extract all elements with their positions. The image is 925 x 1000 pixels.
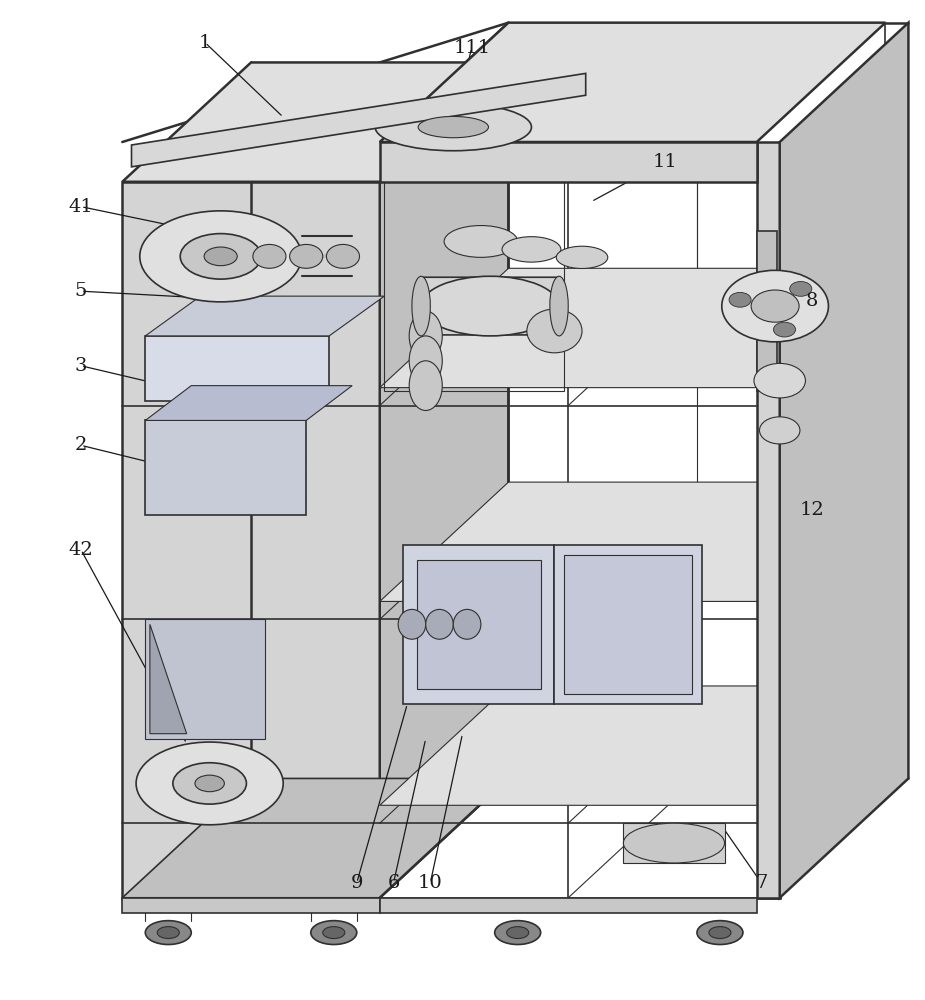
Ellipse shape [311, 921, 357, 945]
Ellipse shape [556, 246, 608, 268]
Ellipse shape [409, 361, 442, 410]
Polygon shape [402, 545, 554, 704]
Polygon shape [380, 62, 509, 898]
Text: 5: 5 [75, 282, 87, 300]
Ellipse shape [507, 927, 529, 939]
Ellipse shape [253, 244, 286, 268]
Text: 8: 8 [806, 292, 818, 310]
Polygon shape [145, 296, 385, 336]
Polygon shape [380, 686, 885, 805]
Ellipse shape [549, 276, 568, 336]
Ellipse shape [709, 927, 731, 939]
Ellipse shape [136, 742, 283, 825]
Polygon shape [131, 73, 586, 167]
Ellipse shape [409, 311, 442, 361]
Ellipse shape [623, 823, 724, 863]
Bar [416, 560, 540, 689]
Ellipse shape [453, 609, 481, 639]
Polygon shape [145, 336, 329, 401]
Polygon shape [150, 624, 187, 734]
Ellipse shape [729, 292, 751, 307]
Ellipse shape [502, 237, 561, 262]
Ellipse shape [204, 247, 237, 266]
Ellipse shape [195, 775, 225, 792]
Ellipse shape [327, 244, 360, 268]
Text: 10: 10 [418, 874, 443, 892]
Polygon shape [380, 482, 885, 601]
Polygon shape [380, 23, 885, 142]
Ellipse shape [140, 211, 302, 302]
Polygon shape [757, 142, 780, 898]
Ellipse shape [323, 927, 345, 939]
Ellipse shape [418, 116, 488, 138]
Ellipse shape [790, 281, 812, 296]
Bar [385, 182, 563, 391]
Ellipse shape [290, 244, 323, 268]
Ellipse shape [773, 322, 796, 337]
Text: 42: 42 [68, 541, 93, 559]
Ellipse shape [409, 336, 442, 386]
Polygon shape [145, 619, 265, 739]
Ellipse shape [444, 226, 518, 257]
Text: 11: 11 [652, 153, 677, 171]
Text: 41: 41 [68, 198, 93, 216]
Bar [563, 555, 692, 694]
Ellipse shape [754, 363, 806, 398]
Ellipse shape [697, 921, 743, 945]
Text: 2: 2 [75, 436, 87, 454]
Ellipse shape [412, 276, 430, 336]
Text: 3: 3 [75, 357, 87, 375]
Text: 6: 6 [388, 874, 400, 892]
Bar [380, 898, 757, 913]
Ellipse shape [157, 927, 179, 939]
Ellipse shape [527, 309, 582, 353]
Polygon shape [122, 62, 509, 182]
Text: 12: 12 [799, 501, 824, 519]
Text: 7: 7 [755, 874, 768, 892]
Bar [122, 898, 380, 913]
Polygon shape [380, 142, 757, 182]
Ellipse shape [180, 234, 261, 279]
Ellipse shape [398, 609, 426, 639]
Polygon shape [380, 268, 885, 388]
Text: 111: 111 [453, 39, 490, 57]
Ellipse shape [759, 417, 800, 444]
Ellipse shape [421, 276, 559, 336]
FancyBboxPatch shape [419, 277, 561, 335]
Polygon shape [145, 386, 352, 420]
Ellipse shape [145, 921, 191, 945]
Ellipse shape [173, 763, 246, 804]
Polygon shape [780, 23, 908, 898]
Ellipse shape [426, 609, 453, 639]
Polygon shape [122, 182, 380, 898]
Ellipse shape [376, 103, 532, 151]
Text: 1: 1 [199, 34, 211, 52]
Bar [757, 231, 777, 391]
Polygon shape [554, 545, 701, 704]
Bar [623, 823, 724, 863]
Polygon shape [145, 420, 306, 515]
Ellipse shape [722, 270, 829, 342]
Ellipse shape [751, 290, 799, 322]
Text: 9: 9 [351, 874, 363, 892]
Ellipse shape [495, 921, 540, 945]
Polygon shape [122, 778, 509, 898]
